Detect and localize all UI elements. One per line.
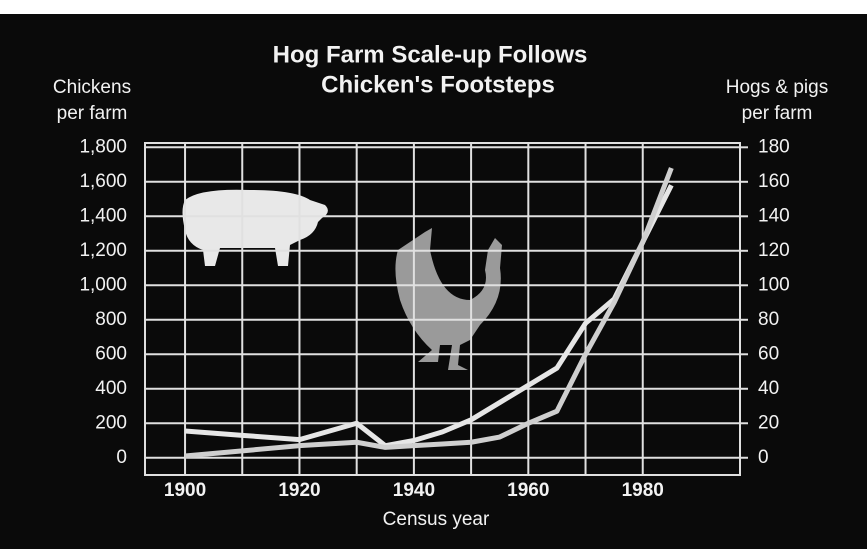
y2-tick-label: 160 (758, 171, 790, 192)
y-tick-label: 1,400 (79, 205, 127, 226)
y-tick-label: 800 (95, 309, 127, 330)
chart: Hog Farm Scale-up Follows Chicken's Foot… (0, 0, 867, 549)
y2-tick-label: 0 (758, 447, 769, 468)
x-tick-label: 1940 (393, 480, 435, 501)
x-tick-label: 1980 (622, 480, 664, 501)
chart-title: Hog Farm Scale-up Follows (273, 41, 588, 68)
y2-tick-label: 100 (758, 274, 790, 295)
y-tick-label: 1,600 (79, 171, 127, 192)
y-tick-label: 200 (95, 412, 127, 433)
x-tick-label: 1960 (507, 480, 549, 501)
y-tick-label: 400 (95, 378, 127, 399)
y-tick-label: 1,200 (79, 240, 127, 261)
y-axis-label: per farm (57, 103, 128, 124)
chart-title: Chicken's Footsteps (321, 71, 555, 98)
y2-tick-label: 120 (758, 240, 790, 261)
y2-tick-label: 180 (758, 136, 790, 157)
y2-tick-label: 140 (758, 205, 790, 226)
y-tick-label: 1,800 (79, 136, 127, 157)
x-tick-label: 1920 (278, 480, 320, 501)
y2-axis-label: Hogs & pigs (726, 77, 828, 98)
y2-tick-label: 20 (758, 412, 779, 433)
y2-tick-label: 60 (758, 343, 779, 364)
y2-axis-label: per farm (742, 103, 813, 124)
y2-tick-label: 80 (758, 309, 779, 330)
y-tick-label: 1,000 (79, 274, 127, 295)
x-tick-label: 1900 (164, 480, 206, 501)
x-axis-label: Census year (383, 509, 490, 530)
y-axis-label: Chickens (53, 77, 131, 98)
y-tick-label: 0 (116, 447, 127, 468)
y2-tick-label: 40 (758, 378, 779, 399)
page: {"chart_data": {"type": "line", "title":… (0, 0, 867, 549)
y-tick-label: 600 (95, 343, 127, 364)
